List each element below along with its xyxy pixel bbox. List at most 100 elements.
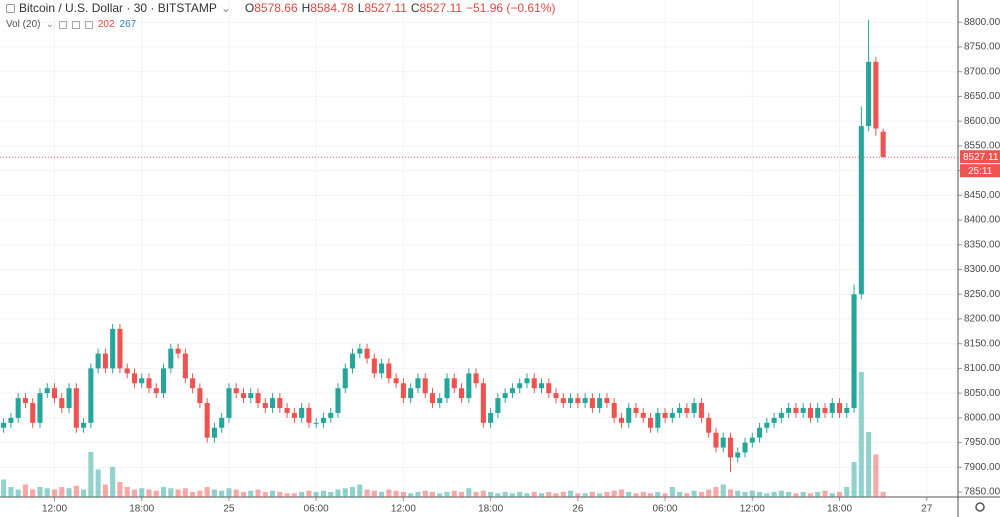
volume-bar (437, 493, 443, 497)
candle-body (160, 368, 167, 394)
candle-body (786, 407, 792, 413)
ohlc-key: C (410, 1, 420, 15)
candle-body (277, 398, 283, 408)
volume-bar (495, 493, 501, 497)
candle-body (240, 393, 247, 399)
y-tick-label: 8750.00 (964, 42, 1000, 53)
candle-body (415, 378, 421, 389)
countdown-label: 25:11 (968, 166, 993, 177)
volume-bar (531, 492, 537, 497)
volume-bar (851, 462, 857, 497)
candle-body (22, 398, 28, 404)
volume-bar (328, 492, 334, 497)
candle-body (793, 407, 799, 413)
volume-bar (190, 492, 196, 497)
candle-body (858, 126, 864, 295)
volume-bar (444, 492, 450, 497)
volume-bar (866, 432, 872, 497)
volume-bar (320, 490, 326, 497)
volume-bar (1, 479, 7, 497)
candle-body (589, 398, 595, 408)
candle-body (749, 437, 755, 443)
volume-bar (204, 487, 210, 497)
volume-bar (480, 490, 486, 497)
candle-body (662, 412, 668, 418)
candle-body (466, 373, 472, 399)
candle-body (306, 407, 312, 423)
volume-bar (691, 490, 697, 497)
candle-body (328, 412, 334, 418)
candle-body (480, 383, 486, 423)
volume-bar (219, 490, 225, 497)
candle-body (168, 348, 174, 369)
collapse-icon[interactable] (6, 3, 15, 13)
candle-body (771, 417, 777, 423)
candle-body (727, 437, 734, 458)
volume-bar (233, 489, 239, 497)
y-tick-label: 8400.00 (964, 215, 1000, 226)
candle-body (44, 388, 50, 394)
candle-body (357, 348, 363, 354)
close-icon[interactable] (84, 20, 93, 29)
candle-body (640, 412, 646, 418)
symbol[interactable]: Bitcoin / U.S. Dollar · 30 · BITSTAMP (19, 1, 217, 15)
candle-body (655, 412, 661, 428)
volume-ma: 267 (119, 19, 137, 30)
candle-body (800, 407, 806, 413)
volume-bar (466, 488, 472, 497)
candle-body (364, 348, 370, 359)
chevron[interactable]: ⌄ (45, 19, 54, 30)
volume-bar (270, 490, 276, 497)
y-tick-label: 8800.00 (964, 17, 1000, 28)
x-tick-label: 18:00 (827, 504, 852, 515)
volume-bar (568, 490, 574, 497)
ohlc-high: H8584.78 (302, 1, 354, 15)
volume-bar (313, 492, 319, 497)
volume-bar (364, 489, 370, 497)
candle-body (844, 407, 850, 413)
x-tick-label: 06:00 (304, 504, 329, 515)
volume-bar (44, 488, 50, 497)
volume-bar (160, 487, 167, 497)
volume-bar (720, 484, 726, 497)
settings-gear[interactable] (975, 502, 985, 512)
eye-icon[interactable] (58, 20, 67, 29)
volume-bar (742, 492, 748, 497)
volume-bar (473, 492, 479, 497)
settings-icon[interactable] (71, 20, 80, 29)
candle-body (299, 407, 305, 418)
candle-body (713, 432, 719, 448)
countdown-tag (960, 164, 1000, 178)
volume-bar (626, 492, 632, 497)
x-tick-label: 27 (921, 504, 933, 515)
volume-bar (59, 487, 65, 497)
volume-bar (459, 492, 465, 497)
candle-body (459, 388, 465, 399)
volume-bar (226, 488, 232, 497)
candle-body (647, 417, 654, 428)
candle-body (757, 427, 763, 438)
volume-bar (15, 489, 21, 497)
volume-bar (131, 489, 138, 497)
volume-label[interactable]: Vol (20) (6, 19, 41, 30)
chevron[interactable]: ⌄ (220, 1, 231, 15)
candle-body (815, 407, 821, 418)
volume-bar (88, 452, 94, 497)
y-tick-label: 8600.00 (964, 116, 1000, 127)
candle-body (233, 388, 239, 394)
candle-body (524, 378, 530, 384)
volume-bar (102, 484, 108, 497)
volume-bar (655, 492, 661, 497)
candle-body (502, 393, 508, 399)
candle-body (30, 403, 36, 423)
candle-body (444, 378, 450, 399)
volume-bar (168, 488, 174, 497)
y-tick-label: 8700.00 (964, 66, 1000, 77)
candle-body (836, 403, 843, 413)
volume-bar (786, 492, 792, 497)
candle-body (349, 353, 356, 369)
candle-body (153, 388, 159, 394)
volume-bar (400, 492, 406, 497)
y-tick-label: 8450.00 (964, 190, 1000, 201)
